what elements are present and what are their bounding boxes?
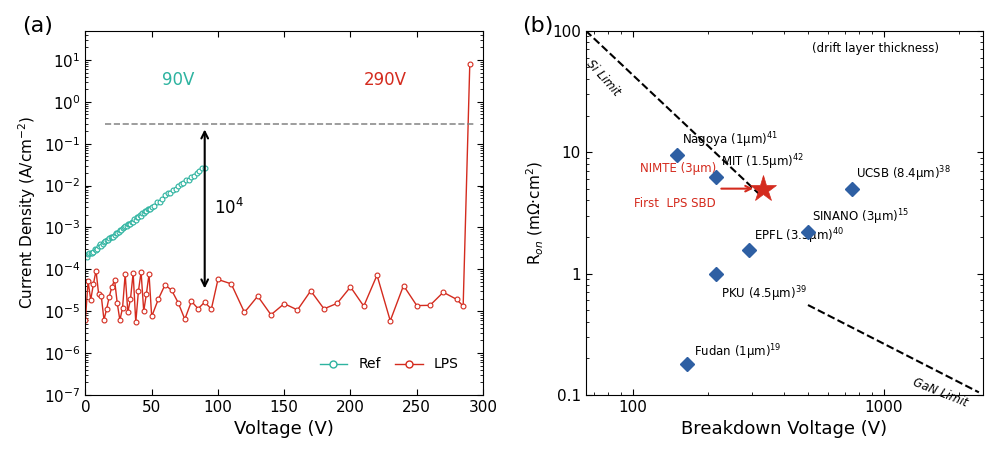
- LPS: [79, 317, 91, 322]
- Text: PKU (4.5μm)$^{39}$: PKU (4.5μm)$^{39}$: [721, 284, 806, 303]
- X-axis label: Voltage (V): Voltage (V): [234, 420, 334, 438]
- Text: 90V: 90V: [162, 71, 195, 89]
- Ref: [94, 242, 106, 247]
- Text: GaN Limit: GaN Limit: [911, 375, 970, 409]
- X-axis label: Breakdown Voltage (V): Breakdown Voltage (V): [681, 420, 888, 438]
- Ref: [183, 177, 195, 183]
- Legend: Ref, LPS: Ref, LPS: [314, 352, 464, 377]
- Ref: [136, 210, 148, 215]
- Text: Nagoya (1μm)$^{41}$: Nagoya (1μm)$^{41}$: [682, 130, 778, 150]
- LPS: [192, 306, 204, 312]
- Text: UCSB (8.4μm)$^{38}$: UCSB (8.4μm)$^{38}$: [856, 164, 951, 184]
- Text: SINANO (3μm)$^{15}$: SINANO (3μm)$^{15}$: [812, 208, 909, 228]
- Text: Fudan (1μm)$^{19}$: Fudan (1μm)$^{19}$: [694, 343, 781, 363]
- Text: EPFL (3.3μm)$^{40}$: EPFL (3.3μm)$^{40}$: [754, 226, 844, 246]
- Ref: [191, 171, 203, 176]
- LPS: [82, 278, 94, 284]
- Text: 290V: 290V: [364, 71, 407, 89]
- Text: (b): (b): [522, 16, 553, 36]
- Line: Ref: Ref: [83, 166, 207, 260]
- Text: $10^4$: $10^4$: [214, 197, 244, 217]
- Text: Si Limit: Si Limit: [584, 58, 623, 99]
- Text: MIT (1.5μm)$^{42}$: MIT (1.5μm)$^{42}$: [721, 153, 804, 172]
- Text: (drift layer thickness): (drift layer thickness): [812, 41, 939, 55]
- Text: NIMTE (3μm): NIMTE (3μm): [640, 162, 716, 175]
- LPS: [135, 269, 147, 275]
- Ref: [79, 253, 91, 258]
- LPS: [318, 306, 330, 312]
- LPS: [212, 277, 224, 282]
- Line: LPS: LPS: [83, 61, 472, 325]
- Ref: [81, 254, 93, 260]
- Text: First  LPS SBD: First LPS SBD: [634, 197, 716, 210]
- Ref: [196, 165, 208, 171]
- LPS: [238, 310, 250, 315]
- Text: (a): (a): [22, 16, 53, 36]
- Y-axis label: R$_{on}$ (mΩ·cm$^2$): R$_{on}$ (mΩ·cm$^2$): [525, 161, 546, 265]
- Ref: [83, 250, 95, 256]
- Y-axis label: Current Density (A/cm$^{-2}$): Current Density (A/cm$^{-2}$): [17, 116, 38, 309]
- LPS: [130, 320, 142, 325]
- Ref: [126, 220, 138, 225]
- Ref: [199, 165, 211, 171]
- LPS: [464, 61, 476, 67]
